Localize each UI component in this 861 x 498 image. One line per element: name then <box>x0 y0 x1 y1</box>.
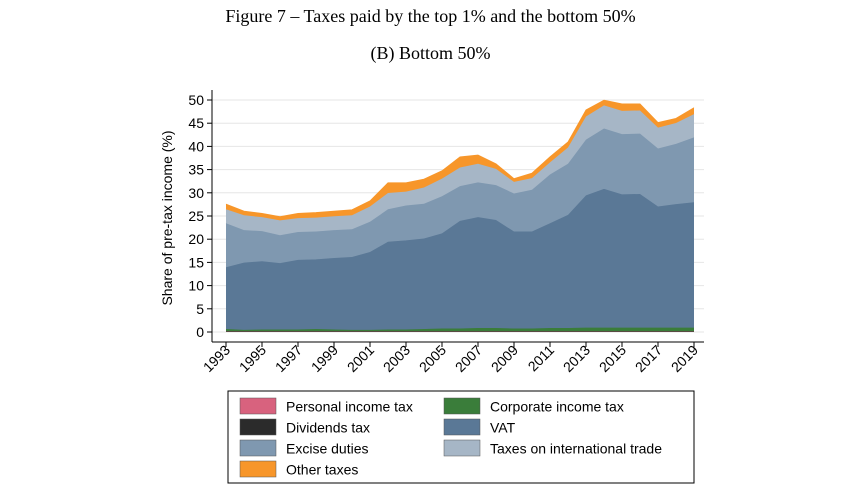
y-tick-label: 20 <box>188 231 204 247</box>
area-excise-duties <box>226 128 694 268</box>
legend-swatch-dividends-tax <box>239 418 277 436</box>
area-vat <box>226 188 694 330</box>
x-tick-label: 2003 <box>380 342 413 375</box>
y-tick-label: 15 <box>188 254 204 270</box>
legend-label-dividends-tax: Dividends tax <box>286 420 370 436</box>
y-tick-label: 5 <box>196 301 204 317</box>
legend-label-other-taxes: Other taxes <box>286 462 358 478</box>
legend-label-vat: VAT <box>490 420 516 436</box>
area-corporate-income-tax <box>226 327 694 332</box>
legend-swatch-personal-income-tax <box>239 397 277 415</box>
area-taxes-on-international-trade <box>226 105 694 236</box>
legend-swatch-excise-duties <box>239 439 277 457</box>
x-tick-label: 1995 <box>236 342 269 375</box>
x-tick-label: 1997 <box>272 342 305 375</box>
legend-label-taxes-on-international-trade: Taxes on international trade <box>490 441 662 457</box>
x-tick-label: 2013 <box>560 342 593 375</box>
x-tick-label: 2011 <box>525 342 558 375</box>
legend-swatch-taxes-on-international-trade <box>443 439 481 457</box>
area-edge-other-taxes <box>225 99 695 218</box>
x-tick-label: 2009 <box>488 342 521 375</box>
y-tick-label: 35 <box>188 162 204 178</box>
x-tick-label: 2001 <box>344 342 377 375</box>
legend-label-corporate-income-tax: Corporate income tax <box>490 399 624 415</box>
x-tick-label: 1993 <box>200 342 233 375</box>
y-tick-label: 0 <box>196 324 204 340</box>
y-tick-label: 45 <box>188 115 204 131</box>
figure-title: Figure 7 – Taxes paid by the top 1% and … <box>225 6 636 26</box>
y-tick-label: 40 <box>188 138 204 154</box>
x-tick-label: 2017 <box>632 342 665 375</box>
x-tick-label: 2007 <box>452 342 485 375</box>
legend-swatch-corporate-income-tax <box>443 397 481 415</box>
y-tick-label: 10 <box>188 278 204 294</box>
legend-swatch-other-taxes <box>239 460 277 478</box>
y-tick-label: 50 <box>188 92 204 108</box>
x-tick-label: 2005 <box>416 342 449 375</box>
x-tick-label: 2015 <box>596 342 629 375</box>
legend-label-excise-duties: Excise duties <box>286 441 368 457</box>
legend-swatch-vat <box>443 418 481 436</box>
x-tick-label: 1999 <box>308 342 341 375</box>
y-axis-label: Share of pre-tax income (%) <box>159 130 175 305</box>
y-tick-label: 25 <box>188 208 204 224</box>
area-other-taxes <box>226 100 694 221</box>
legend-label-personal-income-tax: Personal income tax <box>286 399 413 415</box>
y-tick-label: 30 <box>188 185 204 201</box>
panel-title: (B) Bottom 50% <box>370 43 491 63</box>
x-tick-label: 2019 <box>668 342 701 375</box>
